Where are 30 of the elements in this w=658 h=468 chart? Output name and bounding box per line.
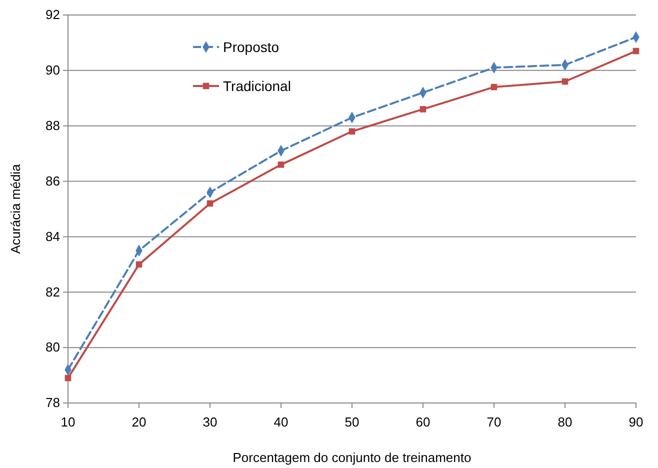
y-tick-label: 78 (46, 395, 60, 410)
point (206, 200, 214, 207)
point (278, 161, 284, 168)
legend-label: Proposto (223, 38, 280, 55)
y-tick-label: 80 (46, 340, 60, 355)
x-tick-label: 60 (416, 414, 430, 430)
point (490, 84, 498, 90)
y-tick-label: 88 (46, 118, 60, 134)
x-tick-label: 20 (132, 414, 146, 430)
y-tick-label: 84 (46, 228, 60, 244)
point (64, 374, 72, 382)
y-tick-label: 92 (46, 7, 60, 22)
y-axis-title: Acurácia média (8, 163, 23, 254)
x-tick-label: 90 (628, 414, 644, 430)
x-tick-label: 80 (558, 414, 572, 430)
y-tick-label: 90 (46, 62, 60, 78)
x-tick-label: 30 (202, 414, 218, 430)
point (136, 261, 142, 268)
legend-label: Tradicional (223, 78, 291, 94)
x-axis-title: Porcentagem do conjunto de treinamento (232, 450, 472, 465)
point (420, 106, 426, 112)
y-tick-label: 86 (46, 173, 60, 188)
point (562, 78, 568, 85)
x-tick-label: 50 (344, 414, 360, 430)
x-tick-label: 40 (274, 414, 288, 430)
x-tick-label: 70 (486, 414, 502, 430)
x-tick-label: 10 (60, 414, 76, 430)
point (632, 48, 640, 54)
y-tick-label: 82 (46, 284, 60, 300)
point (348, 128, 356, 135)
